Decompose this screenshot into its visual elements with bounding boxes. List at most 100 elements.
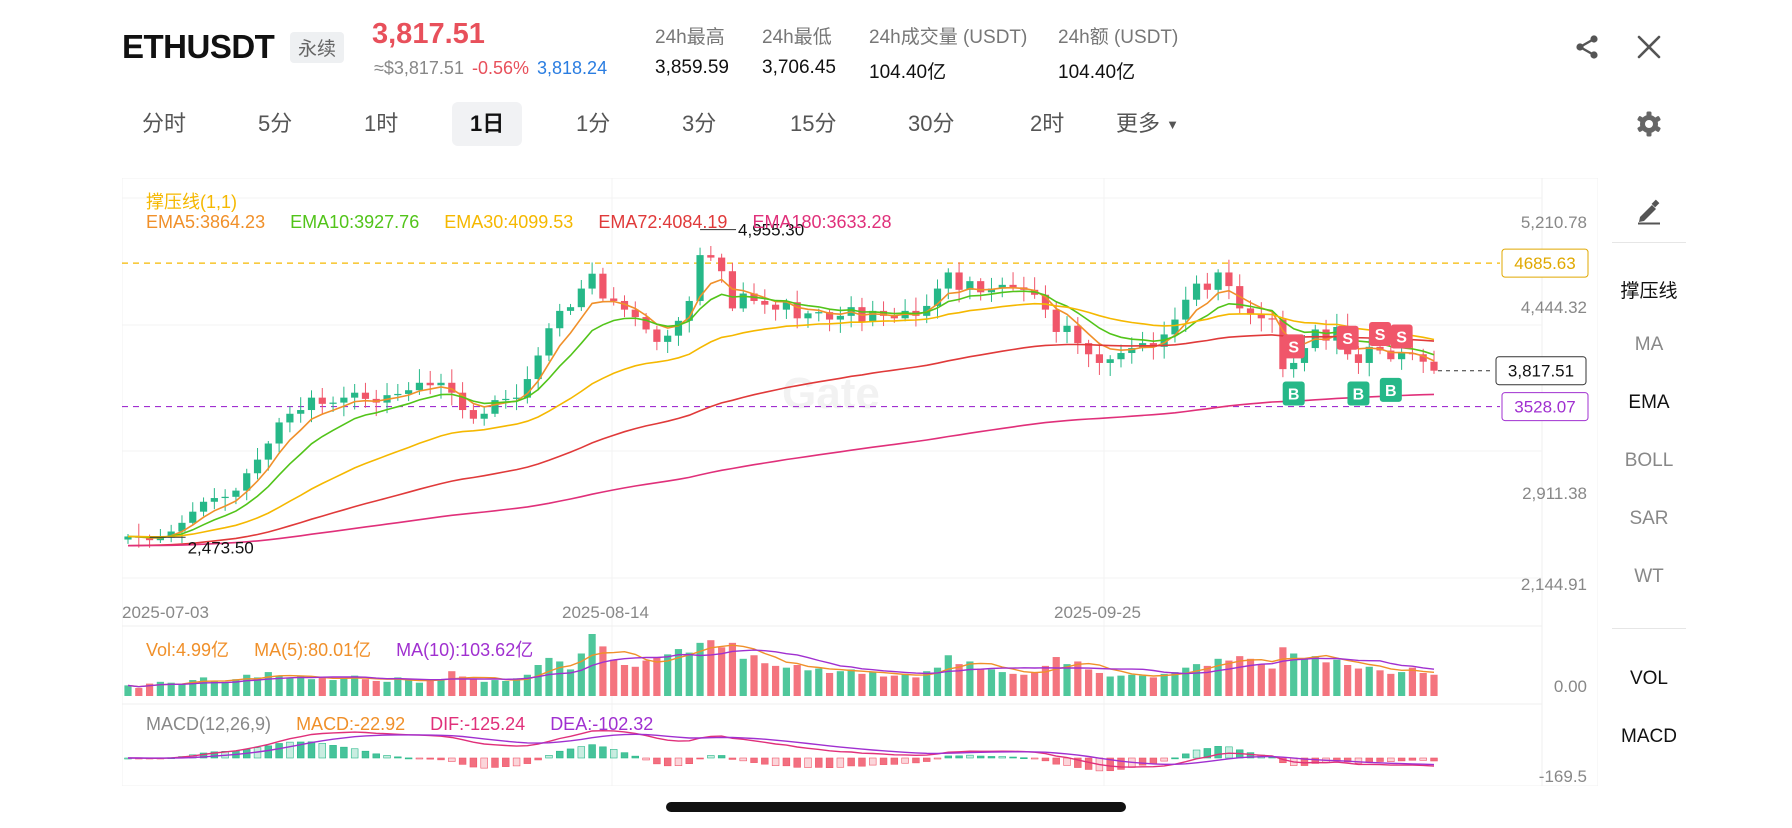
volume-bar: [480, 681, 488, 696]
symbol-title[interactable]: ETHUSDT: [122, 28, 275, 65]
tab-timeframe-5m[interactable]: 5分: [258, 111, 293, 136]
candle-body: [1398, 353, 1406, 360]
vol-ma5-line: [127, 644, 1435, 688]
macd-histogram-bar: [825, 757, 834, 769]
volume-bar: [437, 679, 445, 696]
tab-timeframe-2h[interactable]: 2时: [1030, 111, 1065, 136]
macd-histogram-bar: [901, 757, 909, 764]
stat-value: 3,859.59: [655, 57, 729, 78]
tab-timeframe-3m[interactable]: 3分: [682, 111, 717, 136]
candle-body: [782, 302, 790, 310]
candle-body: [189, 511, 197, 523]
candle-body: [145, 537, 154, 541]
tab-timeframe-line[interactable]: 分时: [142, 111, 187, 136]
more-label: 更多: [1116, 111, 1161, 136]
candle-body: [631, 309, 639, 318]
volume-bar: [232, 679, 240, 696]
x-tick-label: 2025-07-03: [122, 603, 209, 622]
kline-chart[interactable]: Gate 5,210.78 4,444.32 2,911.38 2,144.91 2025…: [121, 177, 1599, 791]
volume-bar: [318, 677, 326, 696]
macd-histogram-bar: [610, 749, 618, 759]
macd-histogram-bar: [1117, 757, 1125, 770]
last-price: 3,817.51: [372, 18, 485, 50]
candle-body: [556, 310, 564, 329]
sell-signal-badge: [1390, 324, 1413, 349]
macd-histogram-bar: [361, 750, 370, 759]
macd-histogram-bar: [404, 757, 413, 760]
volume-bar: [361, 679, 370, 696]
stat-label: 24h成交量 (USDT): [869, 27, 1028, 48]
gear-icon[interactable]: [1632, 107, 1666, 141]
macd-histogram-bar: [879, 757, 888, 765]
indicator-macd[interactable]: MACD: [1621, 726, 1677, 747]
candle-body: [1203, 283, 1211, 290]
candle-body: [1365, 346, 1373, 363]
ema72-legend: EMA72:4084.19: [598, 212, 728, 232]
macd-histogram-bar: [847, 757, 855, 767]
macd-value-legend: MACD:-22.92: [296, 714, 406, 734]
candle-body: [772, 304, 780, 310]
volume-bar: [739, 658, 747, 696]
volume-bar: [631, 666, 639, 696]
sell-signal-label: S: [1288, 339, 1299, 356]
macd-histogram-bar: [1074, 757, 1082, 768]
indicator-support-resistance[interactable]: 撑压线: [1620, 281, 1678, 302]
candle-body: [664, 335, 672, 342]
volume-bar: [1160, 673, 1168, 696]
macd-histogram-bar: [804, 757, 812, 768]
home-indicator: [666, 802, 1126, 812]
volume-bar: [912, 677, 920, 696]
indicator-boll[interactable]: BOLL: [1624, 450, 1674, 471]
macd-histogram-bar: [523, 757, 532, 764]
macd-histogram-bar: [663, 757, 672, 767]
tab-timeframe-1h[interactable]: 1时: [364, 111, 399, 136]
macd-histogram-bar: [642, 757, 650, 761]
indicator-ma[interactable]: MA: [1634, 334, 1664, 355]
candle-body: [253, 459, 262, 474]
macd-histogram-bar: [782, 757, 791, 767]
tab-timeframe-more[interactable]: 更多 ▼: [1098, 102, 1197, 146]
macd-histogram-bar: [275, 743, 283, 759]
volume-bar: [264, 672, 272, 696]
volume-bar: [199, 677, 208, 696]
buy-signal-label: B: [1385, 383, 1397, 400]
volume-bar: [1279, 647, 1287, 696]
indicator-vol[interactable]: VOL: [1629, 668, 1669, 689]
volume-bar: [145, 683, 154, 696]
tab-timeframe-15m[interactable]: 15分: [790, 111, 837, 136]
macd-histogram-bar: [933, 757, 942, 760]
macd-histogram-bar: [728, 757, 737, 760]
indicator-wt[interactable]: WT: [1634, 566, 1664, 587]
volume-bar: [1268, 668, 1276, 696]
draw-tool-icon[interactable]: [1632, 194, 1666, 228]
caret-down-icon: ▼: [1166, 117, 1180, 133]
volume-bar: [804, 670, 812, 696]
volume-bar: [156, 681, 164, 696]
ema72-line: [127, 334, 1435, 547]
volume-bar: [977, 668, 985, 696]
kline-chart-svg[interactable]: Gate 5,210.78 4,444.32 2,911.38 2,144.91 2025…: [121, 177, 1599, 787]
macd-histogram-bar: [599, 746, 607, 759]
volume-bar: [1074, 661, 1082, 696]
buy-signal-label: B: [1353, 387, 1365, 404]
volume-bar: [836, 671, 844, 696]
close-icon[interactable]: [1632, 30, 1666, 64]
tab-timeframe-1d[interactable]: 1日: [452, 102, 523, 146]
candle-body: [890, 315, 898, 319]
volume-bar: [696, 642, 704, 696]
share-icon[interactable]: [1570, 30, 1604, 64]
volume-bar: [793, 665, 801, 696]
macd-histogram-bar: [350, 748, 359, 759]
macd-histogram-bar: [1225, 746, 1233, 759]
vol-legend: Vol:4.99亿 MA(5):80.01亿 MA(10):103.62亿: [146, 636, 533, 662]
candle-body: [458, 392, 467, 411]
ema180-line: [127, 393, 1435, 547]
volume-bar: [491, 680, 499, 696]
macd-histogram-bar: [944, 755, 952, 759]
tab-timeframe-1m[interactable]: 1分: [576, 111, 611, 136]
candle-body: [318, 397, 326, 404]
candle-body: [804, 313, 812, 319]
tab-timeframe-30m[interactable]: 30分: [908, 111, 955, 136]
indicator-ema[interactable]: EMA: [1628, 392, 1670, 413]
indicator-sar[interactable]: SAR: [1629, 508, 1669, 529]
